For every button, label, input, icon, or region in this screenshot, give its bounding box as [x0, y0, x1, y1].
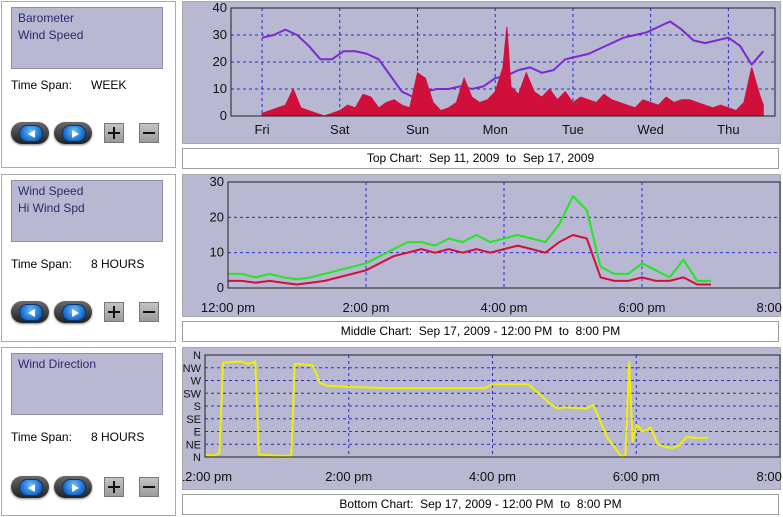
y-tick-label: NW — [183, 363, 202, 375]
x-tick-label: 6:00 pm — [619, 300, 666, 315]
top-zoom-in-button[interactable] — [104, 123, 124, 143]
y-tick-label: 10 — [210, 245, 224, 260]
x-tick-label: Mon — [483, 122, 508, 137]
middle-zoom-out-button[interactable] — [139, 302, 159, 322]
barometer-line — [261, 20, 765, 99]
time-span-value[interactable]: 8 HOURS — [91, 257, 145, 271]
arrow-left-icon — [19, 125, 43, 142]
bottom-chart-caption: Bottom Chart: Sep 17, 2009 - 12:00 PM to… — [182, 494, 779, 515]
x-tick-label: 8:00 pm — [757, 300, 782, 315]
y-tick-label: N — [193, 452, 201, 464]
bottom-zoom-out-button[interactable] — [139, 477, 159, 497]
bottom-prev-button[interactable] — [11, 476, 49, 498]
top-time-span: Time Span: WEEK — [11, 78, 126, 92]
middle-control-panel: Wind Speed Hi Wind Spd Time Span: 8 HOURS — [1, 174, 176, 342]
plot-frame — [204, 354, 781, 458]
middle-chart[interactable]: 0 10 20 30 12:00 pm 2:00 pm 4:00 pm 6:00 pm 8:00… — [182, 174, 782, 317]
arrow-left-icon — [19, 479, 43, 496]
series-item-wind-speed[interactable]: Wind Speed — [18, 184, 84, 198]
arrow-right-icon — [62, 479, 86, 496]
bottom-time-span: Time Span: 8 HOURS — [11, 430, 144, 444]
arrow-right-icon — [62, 304, 86, 321]
x-tick-label: 8:00 pm — [757, 469, 782, 484]
middle-prev-button[interactable] — [11, 301, 49, 323]
bottom-series-list[interactable]: Wind Direction — [11, 353, 163, 415]
arrow-right-icon — [62, 125, 86, 142]
middle-zoom-in-button[interactable] — [104, 302, 124, 322]
arrow-left-icon — [19, 304, 43, 321]
series-item-wind-speed[interactable]: Wind Speed — [18, 28, 84, 42]
top-control-panel: Barometer Wind Speed Time Span: WEEK — [1, 1, 176, 168]
top-chart[interactable]: 0 10 20 30 40 Fri Sat Sun Mon Tue Wed Thu — [182, 1, 781, 144]
plot-frame — [230, 7, 776, 117]
y-tick-label: E — [194, 427, 201, 439]
top-next-button[interactable] — [54, 122, 92, 144]
y-tick-label: 30 — [213, 27, 227, 42]
bottom-zoom-in-button[interactable] — [104, 477, 124, 497]
time-span-label: Time Span: — [11, 78, 72, 92]
x-tick-label: 2:00 pm — [343, 300, 390, 315]
top-chart-svg: 0 10 20 30 40 Fri Sat Sun Mon Tue Wed Thu — [213, 2, 776, 137]
x-tick-label: Wed — [637, 122, 664, 137]
time-span-label: Time Span: — [11, 257, 72, 271]
top-series-list[interactable]: Barometer Wind Speed — [11, 7, 163, 69]
series-item-wind-direction[interactable]: Wind Direction — [18, 357, 97, 371]
wind-direction-line — [204, 360, 709, 458]
y-tick-label: 40 — [213, 2, 227, 15]
y-tick-label: 0 — [217, 280, 224, 295]
bottom-next-button[interactable] — [54, 476, 92, 498]
y-tick-label: W — [191, 376, 202, 388]
time-span-value[interactable]: 8 HOURS — [91, 430, 145, 444]
y-tick-label: 20 — [213, 54, 227, 69]
time-span-value[interactable]: WEEK — [91, 78, 127, 92]
x-tick-label: Thu — [717, 122, 739, 137]
top-zoom-out-button[interactable] — [139, 123, 159, 143]
y-tick-label: 20 — [210, 209, 224, 224]
x-tick-label: 4:00 pm — [469, 469, 516, 484]
x-tick-label: 12:00 pm — [183, 469, 232, 484]
wind-speed-area — [261, 26, 764, 117]
y-tick-label: 10 — [213, 81, 227, 96]
x-tick-label: 2:00 pm — [325, 469, 372, 484]
top-chart-caption: Top Chart: Sep 11, 2009 to Sep 17, 2009 — [182, 148, 779, 169]
series-item-hi-wind-spd[interactable]: Hi Wind Spd — [18, 201, 85, 215]
plot-frame — [227, 181, 781, 289]
x-tick-label: Fri — [254, 122, 269, 137]
top-prev-button[interactable] — [11, 122, 49, 144]
y-tick-label: 0 — [220, 108, 227, 123]
x-tick-label: Sat — [330, 122, 350, 137]
middle-time-span: Time Span: 8 HOURS — [11, 257, 144, 271]
x-tick-label: Tue — [562, 122, 584, 137]
y-tick-label: NE — [186, 439, 201, 451]
hi-wind-spd-line — [228, 195, 711, 282]
x-tick-label: Sun — [406, 122, 429, 137]
bottom-control-panel: Wind Direction Time Span: 8 HOURS — [1, 347, 176, 516]
middle-chart-caption: Middle Chart: Sep 17, 2009 - 12:00 PM to… — [182, 321, 779, 342]
time-span-label: Time Span: — [11, 430, 72, 444]
y-tick-label: 30 — [210, 175, 224, 189]
x-tick-label: 4:00 pm — [481, 300, 528, 315]
y-tick-label: SE — [186, 414, 201, 426]
middle-next-button[interactable] — [54, 301, 92, 323]
wind-speed-line — [228, 234, 711, 286]
x-tick-label: 6:00 pm — [613, 469, 660, 484]
series-item-barometer[interactable]: Barometer — [18, 11, 75, 25]
y-tick-label: SW — [183, 388, 201, 400]
x-tick-label: 12:00 pm — [201, 300, 255, 315]
y-tick-label: S — [194, 401, 201, 413]
bottom-chart[interactable]: N NE E SE S SW W NW N 12:00 pm 2:00 pm 4:00 pm 6:00 … — [182, 347, 782, 490]
middle-series-list[interactable]: Wind Speed Hi Wind Spd — [11, 180, 163, 242]
y-tick-label: N — [193, 350, 201, 362]
middle-chart-svg: 0 10 20 30 12:00 pm 2:00 pm 4:00 pm 6:00 pm 8:00… — [201, 175, 782, 315]
